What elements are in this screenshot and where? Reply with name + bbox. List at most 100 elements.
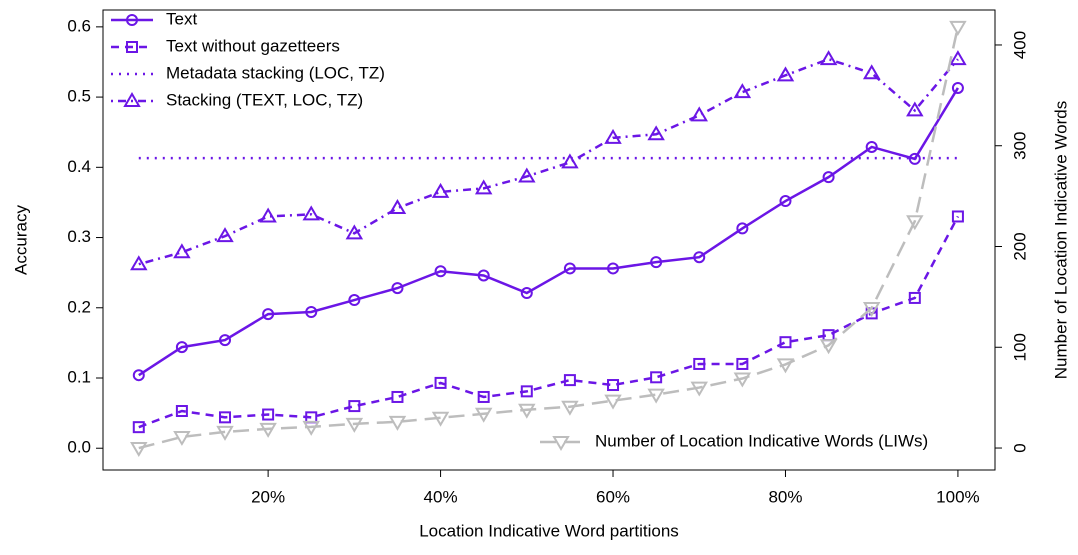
marker xyxy=(736,357,749,370)
marker xyxy=(434,265,447,278)
legend-label: Stacking (TEXT, LOC, TZ) xyxy=(166,90,363,109)
marker xyxy=(693,251,706,264)
marker xyxy=(862,64,881,80)
marker xyxy=(348,400,361,413)
y-tick-label: 0.2 xyxy=(67,297,91,316)
y-tick-label: 0.5 xyxy=(67,87,91,106)
y-tick-label: 0.6 xyxy=(67,16,91,35)
marker xyxy=(391,390,404,403)
series-line xyxy=(138,26,960,450)
marker xyxy=(779,336,792,349)
marker xyxy=(302,205,320,221)
marker xyxy=(130,255,148,271)
marker xyxy=(259,207,277,223)
marker xyxy=(474,407,493,423)
marker xyxy=(520,287,533,300)
marker xyxy=(474,179,493,195)
marker xyxy=(391,282,404,295)
y2-tick-label: 100 xyxy=(1010,333,1029,361)
marker xyxy=(908,152,921,165)
x-tick-label: 60% xyxy=(596,487,630,506)
legend-marker xyxy=(123,92,141,107)
marker xyxy=(262,408,275,421)
marker xyxy=(388,415,407,431)
marker xyxy=(819,339,838,355)
marker xyxy=(173,430,191,446)
marker xyxy=(607,262,620,275)
marker xyxy=(431,182,450,198)
marker xyxy=(604,394,622,410)
legend-label: Text without gazetteers xyxy=(166,36,340,55)
marker xyxy=(219,411,232,424)
y-tick-label: 0.3 xyxy=(67,227,91,246)
legend-marker xyxy=(126,41,138,53)
x-tick-label: 80% xyxy=(768,487,802,506)
marker xyxy=(736,222,749,235)
marker xyxy=(434,376,447,389)
marker xyxy=(951,210,964,223)
marker xyxy=(779,195,792,208)
marker xyxy=(865,140,878,153)
marker xyxy=(173,243,191,259)
y-tick-label: 0.0 xyxy=(67,438,91,457)
legend-marker xyxy=(126,14,138,26)
marker xyxy=(776,66,795,82)
legend-label: Text xyxy=(166,9,197,28)
marker xyxy=(862,301,881,317)
y2-tick-label: 200 xyxy=(1010,232,1029,260)
marker xyxy=(776,358,795,374)
marker xyxy=(906,215,924,231)
x-tick-label: 20% xyxy=(251,487,285,506)
marker xyxy=(561,153,579,169)
marker xyxy=(819,50,838,66)
y2-tick-label: 0 xyxy=(1010,443,1029,452)
marker xyxy=(647,388,665,404)
y-tick-label: 0.1 xyxy=(67,367,91,386)
y2-tick-label: 400 xyxy=(1010,31,1029,59)
marker xyxy=(690,106,708,122)
marker xyxy=(908,291,921,304)
marker xyxy=(305,305,318,318)
marker xyxy=(477,269,490,282)
series-line xyxy=(138,57,959,266)
marker xyxy=(431,411,450,427)
marker xyxy=(175,341,188,354)
marker xyxy=(563,262,576,275)
series-line xyxy=(138,87,959,377)
y2-tick-label: 300 xyxy=(1010,132,1029,160)
marker xyxy=(607,379,620,392)
marker xyxy=(132,369,145,382)
marker xyxy=(216,425,234,441)
marker xyxy=(693,357,706,370)
legend-label: Number of Location Indicative Words (LIW… xyxy=(595,431,928,450)
marker xyxy=(951,81,964,94)
marker xyxy=(650,256,663,269)
legend-marker xyxy=(552,436,570,451)
marker xyxy=(604,128,622,144)
marker xyxy=(518,403,536,419)
marker xyxy=(822,171,835,184)
x-tick-label: 40% xyxy=(424,487,458,506)
marker xyxy=(733,372,752,388)
marker xyxy=(219,334,232,347)
marker xyxy=(345,224,364,240)
marker xyxy=(949,50,967,66)
y-tick-label: 0.4 xyxy=(67,157,91,176)
marker xyxy=(561,400,579,416)
marker xyxy=(650,371,663,384)
legend-label: Metadata stacking (LOC, TZ) xyxy=(166,63,385,82)
y-axis-label: Accuracy xyxy=(11,205,30,275)
marker xyxy=(130,442,148,458)
marker xyxy=(132,421,145,434)
marker xyxy=(520,385,533,398)
marker xyxy=(345,417,364,433)
marker xyxy=(348,294,361,307)
plot-box xyxy=(102,9,996,471)
marker xyxy=(733,83,752,99)
marker xyxy=(477,390,490,403)
x-tick-label: 100% xyxy=(936,487,979,506)
y2-axis-label: Number of Location Indicative Words xyxy=(1051,101,1070,379)
x-axis-label: Location Indicative Word partitions xyxy=(419,521,679,540)
